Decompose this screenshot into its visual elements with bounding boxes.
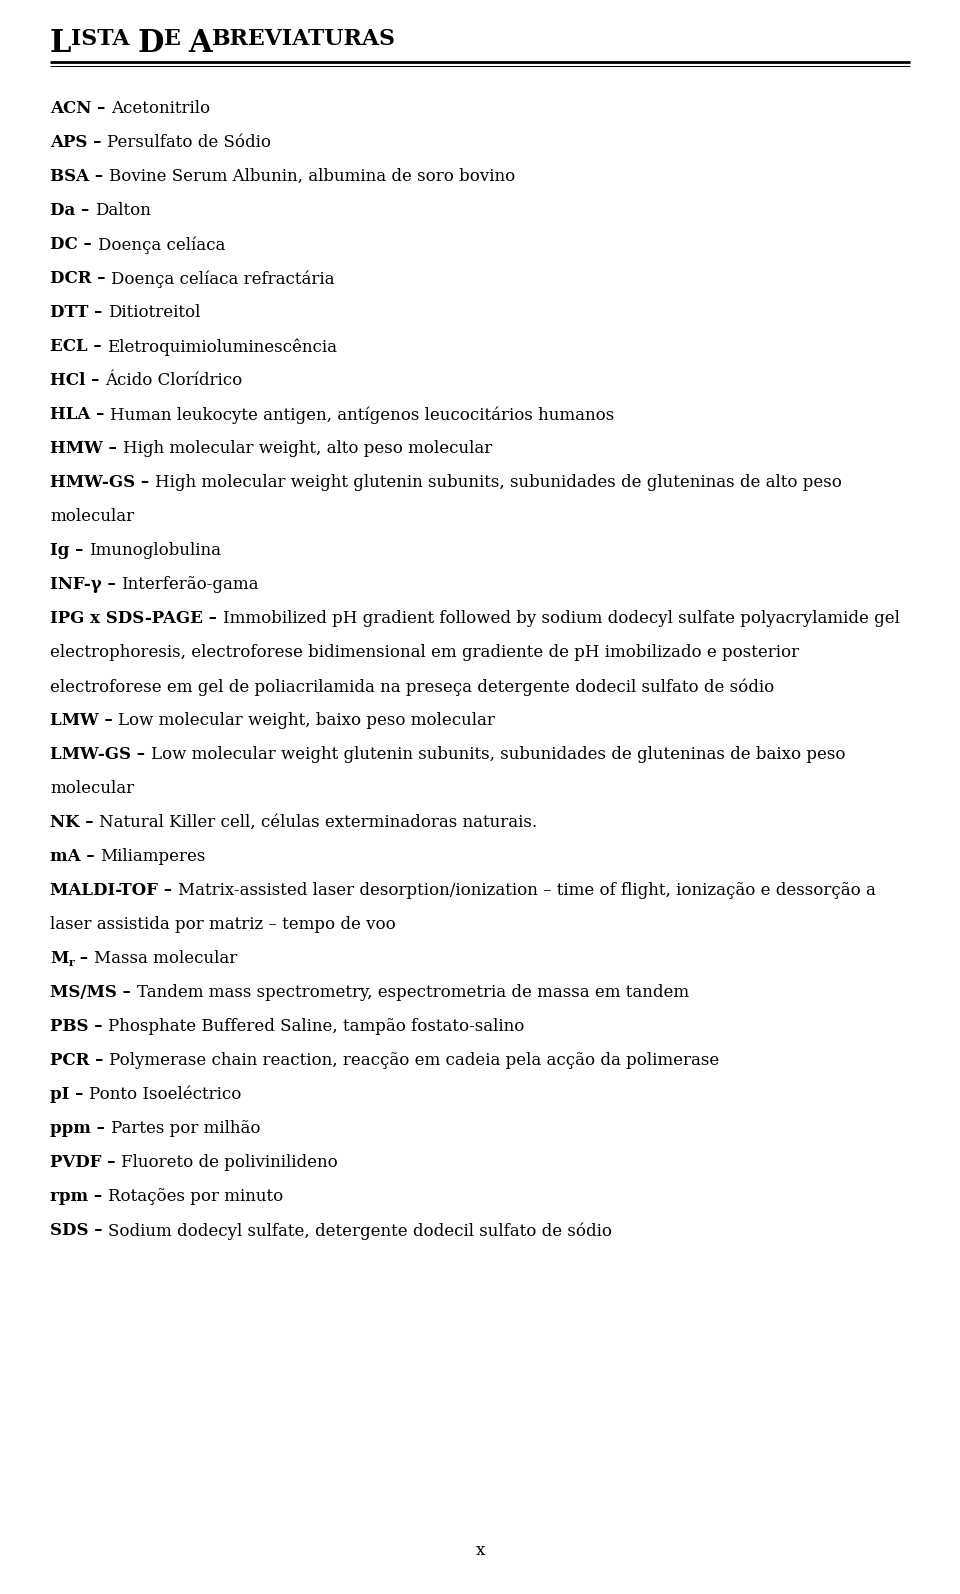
Text: electrophoresis, electroforese bidimensional em gradiente de pH imobilizado e po: electrophoresis, electroforese bidimensi…	[50, 644, 799, 662]
Text: Partes por milhão: Partes por milhão	[110, 1121, 260, 1137]
Text: Tandem mass spectrometry, espectrometria de massa em tandem: Tandem mass spectrometry, espectrometria…	[136, 983, 688, 1001]
Text: DCR –: DCR –	[50, 269, 111, 287]
Text: L: L	[50, 29, 71, 59]
Text: BSA –: BSA –	[50, 167, 108, 185]
Text: Fluoreto de polivinilideno: Fluoreto de polivinilideno	[121, 1154, 338, 1172]
Text: Doença celíaca: Doença celíaca	[98, 236, 225, 253]
Text: D: D	[137, 29, 164, 59]
Text: rpm –: rpm –	[50, 1188, 108, 1205]
Text: Massa molecular: Massa molecular	[94, 950, 237, 968]
Text: PVDF –: PVDF –	[50, 1154, 121, 1172]
Text: –: –	[74, 950, 94, 968]
Text: High molecular weight glutenin subunits, subunidades de gluteninas de alto peso: High molecular weight glutenin subunits,…	[155, 473, 842, 491]
Text: Sodium dodecyl sulfate, detergente dodecil sulfato de sódio: Sodium dodecyl sulfate, detergente dodec…	[108, 1223, 612, 1240]
Text: Interferão-gama: Interferão-gama	[122, 575, 259, 593]
Text: INF-γ –: INF-γ –	[50, 575, 122, 593]
Text: A: A	[188, 29, 212, 59]
Text: BREVIATURAS: BREVIATURAS	[212, 29, 396, 49]
Text: Rotações por minuto: Rotações por minuto	[108, 1188, 283, 1205]
Text: Persulfato de Sódio: Persulfato de Sódio	[108, 134, 271, 151]
Text: Human leukocyte antigen, antígenos leucocitários humanos: Human leukocyte antigen, antígenos leuco…	[110, 406, 614, 424]
Text: Low molecular weight, baixo peso molecular: Low molecular weight, baixo peso molecul…	[118, 713, 495, 728]
Text: electroforese em gel de poliacrilamida na preseça detergente dodecil sulfato de : electroforese em gel de poliacrilamida n…	[50, 677, 775, 695]
Text: Polymerase chain reaction, reacção em cadeia pela acção da polimerase: Polymerase chain reaction, reacção em ca…	[109, 1052, 719, 1070]
Text: SDS –: SDS –	[50, 1223, 108, 1239]
Text: Miliamperes: Miliamperes	[101, 848, 205, 866]
Text: HCl –: HCl –	[50, 371, 106, 389]
Text: LMW –: LMW –	[50, 713, 118, 728]
Text: HMW –: HMW –	[50, 440, 123, 457]
Text: ppm –: ppm –	[50, 1121, 110, 1137]
Text: mA –: mA –	[50, 848, 101, 866]
Text: M: M	[50, 950, 68, 968]
Text: Dalton: Dalton	[95, 202, 151, 218]
Text: pI –: pI –	[50, 1086, 89, 1103]
Text: HLA –: HLA –	[50, 406, 110, 422]
Text: Ig –: Ig –	[50, 542, 89, 559]
Text: laser assistida por matriz – tempo de voo: laser assistida por matriz – tempo de vo…	[50, 917, 396, 932]
Text: MS/MS –: MS/MS –	[50, 983, 136, 1001]
Text: MALDI-TOF –: MALDI-TOF –	[50, 881, 178, 899]
Text: r: r	[68, 956, 74, 968]
Text: Ponto Isoeléctrico: Ponto Isoeléctrico	[89, 1086, 242, 1103]
Text: Eletroquimioluminescência: Eletroquimioluminescência	[108, 338, 337, 355]
Text: Da –: Da –	[50, 202, 95, 218]
Text: Matrix-assisted laser desorption/ionization – time of flight, ionização e dessor: Matrix-assisted laser desorption/ionizat…	[178, 881, 876, 899]
Text: Phosphate Buffered Saline, tampão fostato-salino: Phosphate Buffered Saline, tampão fostat…	[108, 1019, 524, 1035]
Text: PCR –: PCR –	[50, 1052, 109, 1070]
Text: LMW-GS –: LMW-GS –	[50, 746, 151, 764]
Text: Ácido Clorídrico: Ácido Clorídrico	[106, 371, 242, 389]
Text: DC –: DC –	[50, 236, 98, 253]
Text: ECL –: ECL –	[50, 338, 108, 355]
Text: ISTA: ISTA	[71, 29, 137, 49]
Text: Natural Killer cell, células exterminadoras naturais.: Natural Killer cell, células exterminado…	[99, 815, 538, 830]
Text: APS –: APS –	[50, 134, 108, 151]
Text: Immobilized pH gradient followed by sodium dodecyl sulfate polyacrylamide gel: Immobilized pH gradient followed by sodi…	[223, 611, 900, 626]
Text: molecular: molecular	[50, 779, 134, 797]
Text: Low molecular weight glutenin subunits, subunidades de gluteninas de baixo peso: Low molecular weight glutenin subunits, …	[151, 746, 845, 764]
Text: High molecular weight, alto peso molecular: High molecular weight, alto peso molecul…	[123, 440, 492, 457]
Text: Ditiotreitol: Ditiotreitol	[108, 304, 201, 320]
Text: HMW-GS –: HMW-GS –	[50, 473, 155, 491]
Text: Acetonitrilo: Acetonitrilo	[111, 100, 210, 116]
Text: molecular: molecular	[50, 508, 134, 524]
Text: ACN –: ACN –	[50, 100, 111, 116]
Text: PBS –: PBS –	[50, 1019, 108, 1035]
Text: Doença celíaca refractária: Doença celíaca refractária	[111, 269, 335, 287]
Text: Imunoglobulina: Imunoglobulina	[89, 542, 221, 559]
Text: Bovine Serum Albunin, albumina de soro bovino: Bovine Serum Albunin, albumina de soro b…	[108, 167, 516, 185]
Text: x: x	[475, 1541, 485, 1559]
Text: IPG x SDS-PAGE –: IPG x SDS-PAGE –	[50, 611, 223, 626]
Text: DTT –: DTT –	[50, 304, 108, 320]
Text: NK –: NK –	[50, 815, 99, 830]
Text: E: E	[164, 29, 188, 49]
